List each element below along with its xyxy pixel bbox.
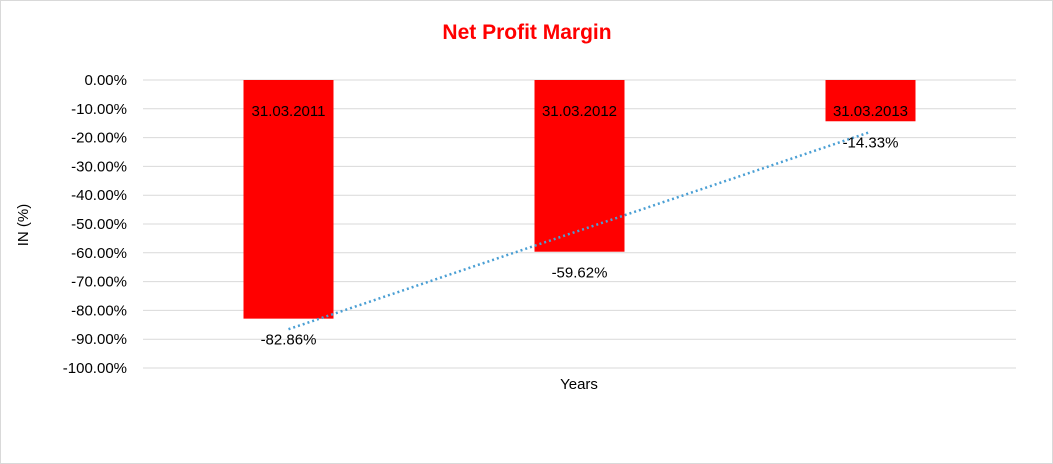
value-label: -59.62% [552,265,608,282]
category-label: 31.03.2011 [252,103,326,120]
category-label: 31.03.2013 [833,103,908,120]
y-tick-label: -50.00% [71,216,127,233]
y-tick-label: -40.00% [71,187,127,204]
bar [534,80,625,252]
y-tick-label: -90.00% [71,331,127,348]
y-tick-label: 0.00% [84,72,127,89]
y-axis-title: IN (%) [15,204,32,247]
value-label: -14.33% [843,134,899,151]
y-tick-label: -80.00% [71,302,127,319]
data-labels: 31.03.2011 -82.86% 31.03.2012 -59.62% 31.03.… [252,103,909,349]
bar [825,80,916,122]
y-tick-label: -10.00% [71,101,127,118]
y-tick-label: -60.00% [71,245,127,262]
bar [243,80,334,319]
chart-title: Net Profit Margin [442,21,611,44]
y-tick-label: -100.00% [63,360,127,377]
y-tick-label: -20.00% [71,130,127,147]
y-tick-label: -70.00% [71,274,127,291]
y-tick-label: -30.00% [71,158,127,175]
bars [243,80,916,319]
y-axis-ticks: 0.00% -10.00% -20.00% -30.00% -40.00% -50.00%… [63,72,127,377]
category-label: 31.03.2012 [542,103,617,120]
value-label: -82.86% [261,332,317,349]
x-axis-title: Years [560,376,598,393]
